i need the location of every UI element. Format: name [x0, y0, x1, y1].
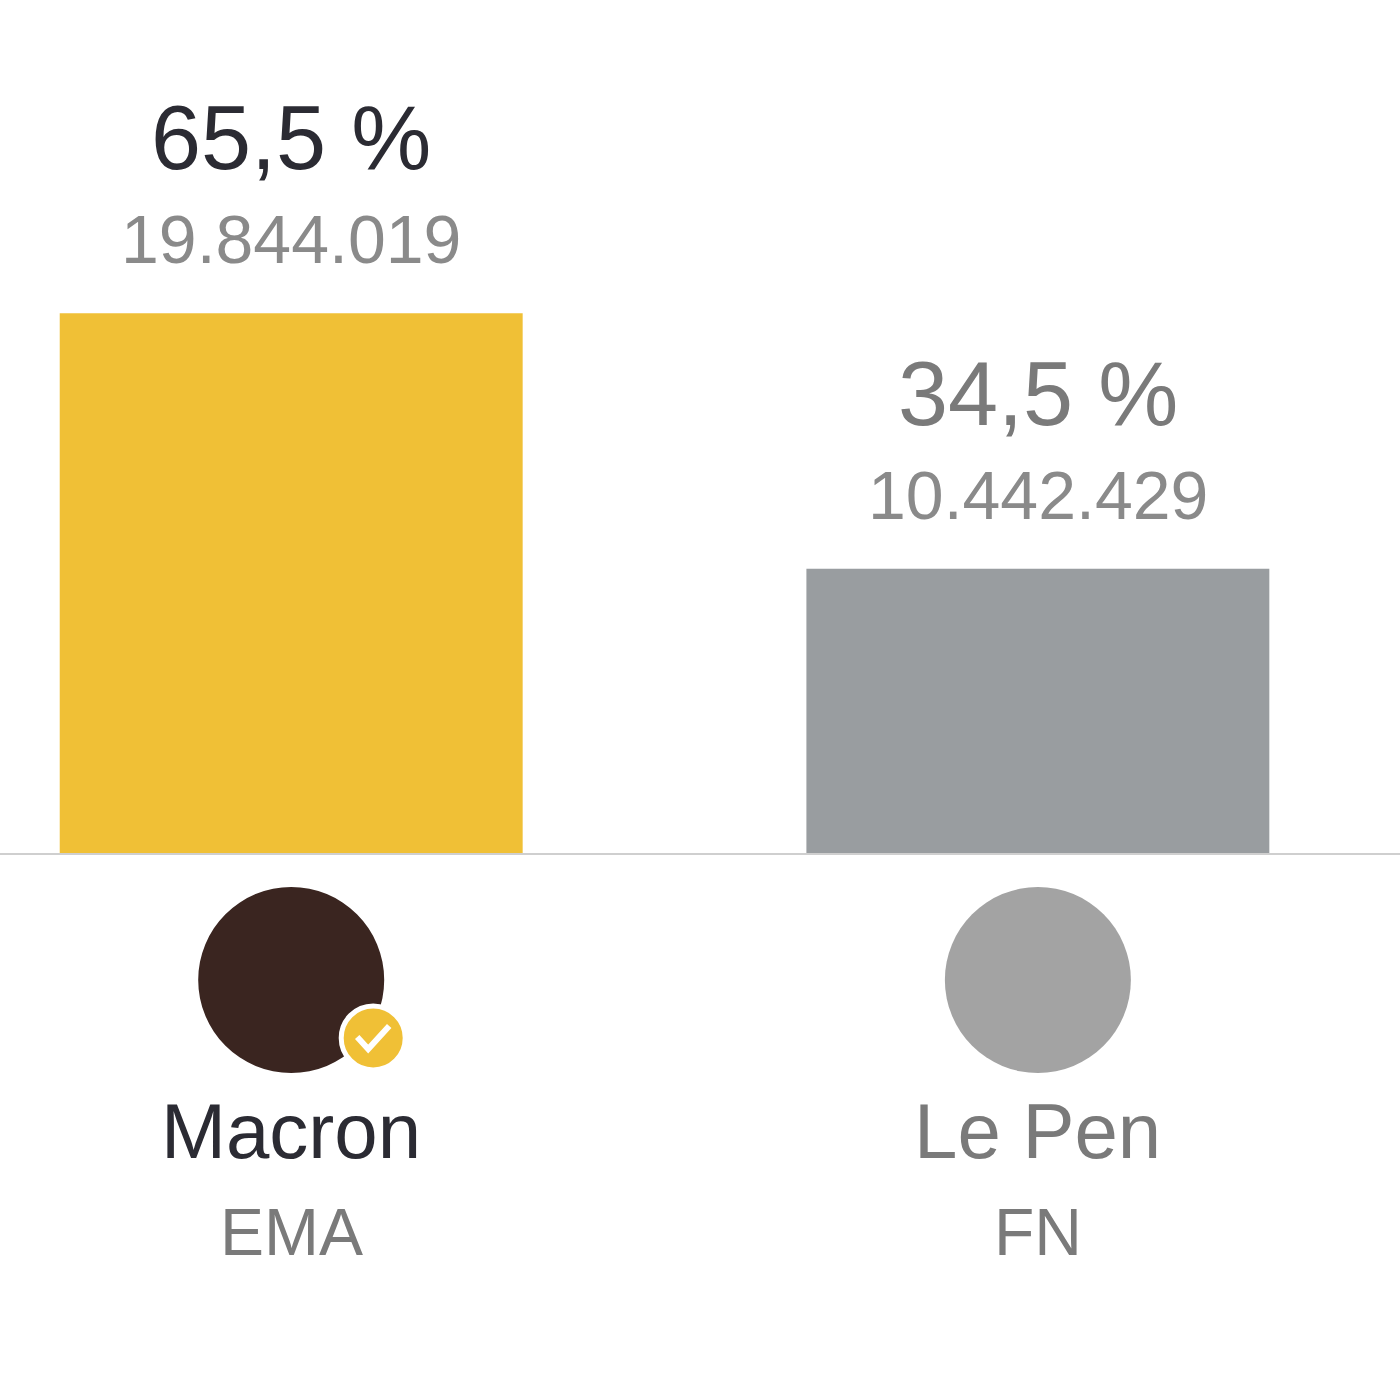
svg-text:19.844.019: 19.844.019	[121, 201, 461, 277]
svg-text:10.442.429: 10.442.429	[868, 457, 1208, 533]
svg-text:Macron: Macron	[161, 1087, 421, 1175]
svg-text:65,5 %: 65,5 %	[151, 88, 431, 188]
svg-text:FN: FN	[994, 1195, 1082, 1269]
svg-text:34,5 %: 34,5 %	[898, 344, 1178, 444]
svg-text:EMA: EMA	[220, 1195, 363, 1269]
svg-text:Le Pen: Le Pen	[914, 1087, 1161, 1175]
